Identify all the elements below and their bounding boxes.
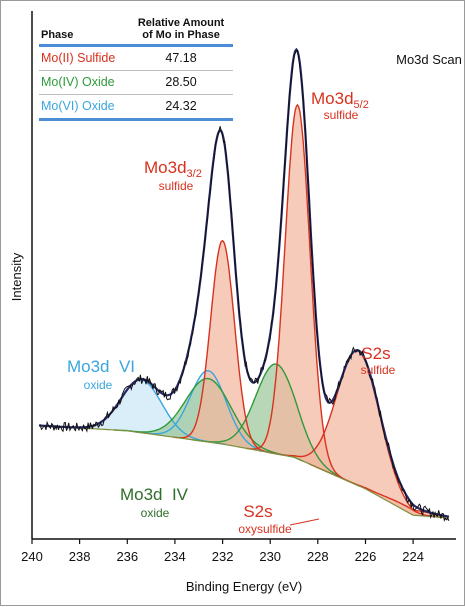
row-amount-mo-ii-sulfide: 47.18	[129, 45, 233, 71]
x-tick-label: 240	[21, 549, 43, 564]
annotation-s2s-oxysulfide: S2s	[243, 502, 272, 521]
component-fill-mo-vi-oxide	[57, 379, 226, 445]
component-fill-mo-ii-sulfide-3d5-2	[246, 104, 349, 482]
annotation-s2s-sulfide-line2: sulfide	[361, 363, 396, 377]
component-fills	[57, 104, 449, 518]
row-phase-mo-iv-oxide: Mo(IV) Oxide	[39, 70, 130, 95]
x-tick-label: 228	[307, 549, 329, 564]
annotation-mo3d52: Mo3d5/2	[311, 89, 369, 111]
x-tick-label: 234	[164, 549, 186, 564]
annotation-mo3d52-line2: sulfide	[324, 108, 359, 122]
phase-table: Phase Relative Amount of Mo in Phase Mo(I…	[39, 15, 233, 121]
phase-table-panel: Phase Relative Amount of Mo in Phase Mo(I…	[39, 15, 233, 121]
annotation-mo3d32-line2: sulfide	[159, 179, 194, 193]
row-amount-mo-vi-oxide: 24.32	[129, 94, 233, 121]
component-line-mo-ii-sulfide-3d3-2	[173, 239, 273, 454]
header-amount-line1: Relative Amount	[137, 17, 225, 29]
table-row: Mo(IV) Oxide 28.50	[39, 70, 233, 95]
component-line-mo-iv-oxide	[191, 363, 361, 488]
axes	[31, 11, 456, 540]
annotation-mo3d32-sub: 3/2	[187, 168, 202, 180]
annotation-mo3d-vi: Mo3d VI	[67, 357, 135, 376]
annotation-mo3d-iv: Mo3d IV	[120, 485, 189, 504]
annotation-mo3d52-sub: 5/2	[354, 99, 369, 111]
oxysulfide-pointer	[289, 518, 320, 526]
x-tick-label: 236	[116, 549, 138, 564]
annotation-mo3d32-main: Mo3d	[144, 158, 187, 177]
x-axis-label: Binding Energy (eV)	[186, 579, 302, 594]
component-line-mo-iv-oxide	[114, 377, 304, 462]
annotation-s2s-oxysulfide-line2: oxysulfide	[238, 522, 292, 536]
table-header-row: Phase Relative Amount of Mo in Phase	[39, 15, 233, 46]
x-tick-label: 238	[69, 549, 91, 564]
background-line	[39, 424, 449, 519]
component-line-mo-ii-sulfide-3d5-2	[246, 103, 349, 482]
annotation-mo3d52-main: Mo3d	[311, 89, 354, 108]
measured-data-line	[38, 49, 450, 522]
component-fill-mo-ii-sulfide-3d3-2	[173, 240, 273, 454]
chart-title: Mo3d Scan	[396, 52, 462, 67]
x-tick-label: 232	[212, 549, 234, 564]
header-amount-line2: of Mo in Phase	[142, 29, 220, 41]
header-phase: Phase	[41, 29, 74, 41]
annotation-mo3d32: Mo3d3/2	[144, 158, 202, 180]
envelope-layer	[38, 47, 450, 522]
x-tick-label: 226	[355, 549, 377, 564]
row-phase-mo-ii-sulfide: Mo(II) Sulfide	[39, 45, 130, 71]
row-phase-mo-vi-oxide: Mo(VI) Oxide	[39, 94, 130, 121]
x-ticks: 240 238 236 234 232 230 228 226 224	[21, 539, 424, 564]
annotation-mo3d-vi-line2: oxide	[84, 378, 113, 392]
table-row: Mo(VI) Oxide 24.32	[39, 94, 233, 121]
component-fill-s2s-sulfide	[269, 350, 448, 518]
y-axis-label: Intensity	[9, 252, 24, 301]
table-row: Mo(II) Sulfide 47.18	[39, 45, 233, 71]
header-relative-amount: Relative Amount of Mo in Phase	[129, 15, 233, 46]
x-tick-label: 230	[259, 549, 281, 564]
component-lines	[39, 103, 450, 519]
x-tick-label: 224	[402, 549, 424, 564]
annotation-s2s-sulfide: S2s	[361, 344, 390, 363]
row-amount-mo-iv-oxide: 28.50	[129, 70, 233, 95]
annotation-mo3d-iv-line2: oxide	[141, 506, 170, 520]
